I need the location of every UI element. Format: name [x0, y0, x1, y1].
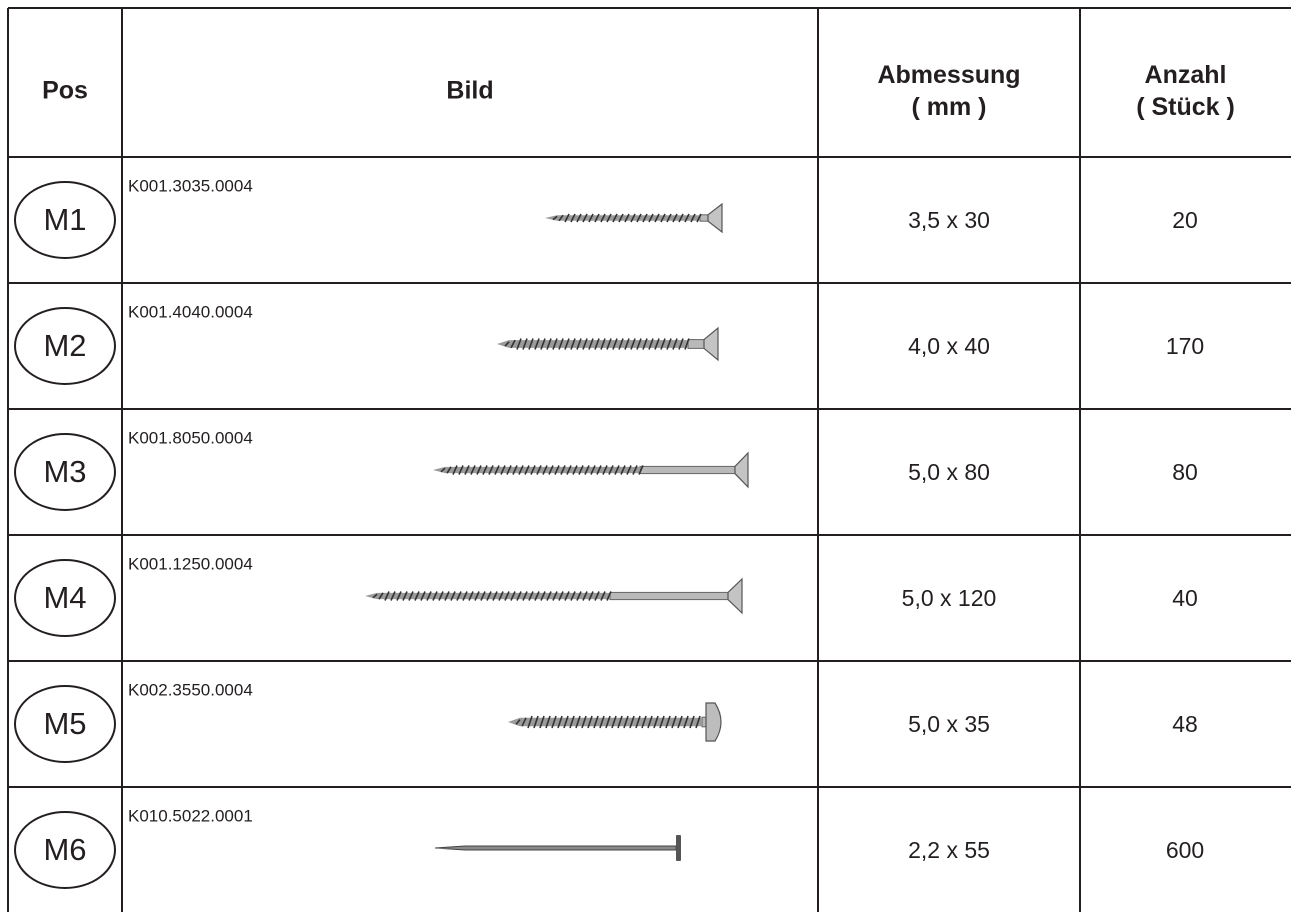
part-drawing [497, 326, 719, 362]
header-cell: Bild [446, 77, 493, 105]
shank [687, 339, 705, 349]
screw-head [707, 202, 723, 234]
dimension: 5,0 x 120 [902, 585, 997, 611]
quantity: 20 [1172, 207, 1198, 233]
dimension: 3,5 x 30 [908, 207, 990, 233]
article-number: K001.3035.0004 [128, 176, 253, 195]
thread [515, 715, 701, 729]
part-drawing [508, 702, 722, 742]
quantity: 600 [1166, 837, 1204, 863]
screw-head [703, 326, 719, 362]
part-drawing [433, 451, 749, 489]
dimension: 5,0 x 35 [908, 711, 990, 737]
position-badge [14, 433, 116, 511]
screw-head [727, 577, 743, 615]
article-number: K001.1250.0004 [128, 554, 253, 573]
screw-head [705, 702, 722, 742]
thread-core [433, 466, 640, 474]
dimension: 2,2 x 55 [908, 837, 990, 863]
part-drawing [545, 202, 723, 234]
position-label: M1 [43, 202, 86, 237]
header-cell: Anzahl( Stück ) [1136, 61, 1235, 121]
quantity: 48 [1172, 711, 1198, 737]
header-cell: Abmessung( mm ) [877, 61, 1020, 121]
nail-shank [434, 845, 677, 851]
position-badge [14, 559, 116, 637]
thread [440, 465, 644, 475]
quantity: 40 [1172, 585, 1198, 611]
thread [504, 338, 690, 350]
article-number: K001.4040.0004 [128, 302, 253, 321]
position-label: M2 [43, 328, 86, 363]
position-label: M5 [43, 706, 86, 741]
quantity: 170 [1166, 333, 1204, 359]
position-label: M3 [43, 454, 86, 489]
shank [609, 591, 729, 601]
position-badge [14, 811, 116, 889]
dimension: 4,0 x 40 [908, 333, 990, 359]
screw-head [734, 451, 749, 489]
thread [552, 213, 702, 223]
thread-core [508, 717, 702, 727]
position-label: M4 [43, 580, 86, 615]
nail-head [676, 835, 681, 861]
position-label: M6 [43, 832, 86, 867]
thread [372, 591, 612, 601]
position-badge [14, 307, 116, 385]
position-badge [14, 181, 116, 259]
dimension: 5,0 x 80 [908, 459, 990, 485]
part-drawing [365, 577, 743, 615]
shank [639, 465, 736, 475]
shank [699, 214, 709, 222]
position-badge [14, 685, 116, 763]
article-number: K002.3550.0004 [128, 680, 253, 699]
header-cell: Pos [42, 77, 88, 105]
article-number: K010.5022.0001 [128, 806, 253, 825]
article-number: K001.8050.0004 [128, 428, 253, 447]
quantity: 80 [1172, 459, 1198, 485]
part-drawing [434, 835, 681, 861]
